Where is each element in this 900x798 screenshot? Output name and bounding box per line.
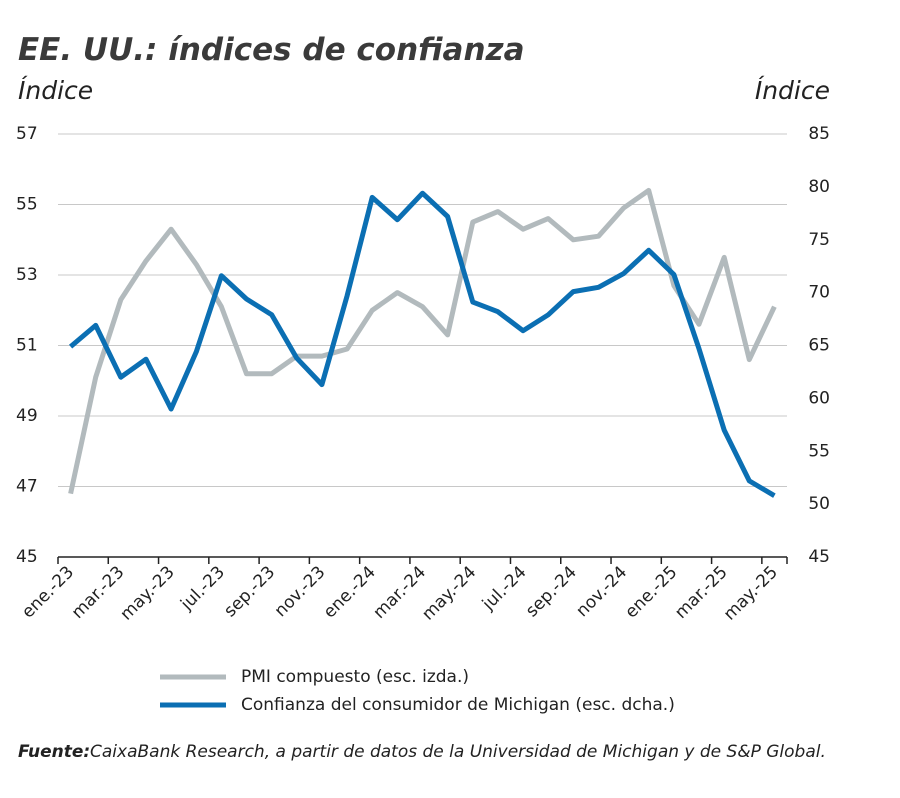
x-tick-label: sep.-23 xyxy=(220,562,279,621)
y2-tick-label: 80 xyxy=(808,177,830,197)
y-tick-label: 51 xyxy=(16,336,38,356)
y2-tick-label: 50 xyxy=(808,494,830,514)
y2-tick-label: 55 xyxy=(808,441,830,461)
x-tick-label: ene.-24 xyxy=(320,562,380,622)
y-axis-label: Índice xyxy=(18,76,93,105)
y2-tick-label: 45 xyxy=(808,547,830,567)
series-line xyxy=(68,190,776,498)
source: CaixaBank Research, a partir de datos de… xyxy=(90,742,826,762)
y2-tick-label: 70 xyxy=(808,283,830,303)
y-tick-label: 57 xyxy=(16,124,38,144)
x-tick-label: ene.-23 xyxy=(18,562,78,622)
y2-tick-label: 65 xyxy=(808,336,830,356)
y-tick-label: 49 xyxy=(16,406,38,426)
y2-tick-label: 75 xyxy=(808,230,830,250)
x-tick-label: nov.-23 xyxy=(271,562,330,621)
y-tick-label: 45 xyxy=(16,547,38,567)
y-tick-label: 53 xyxy=(16,265,38,285)
legend-label: Confianza del consumidor de Michigan (es… xyxy=(241,695,675,715)
y2-tick-label: 60 xyxy=(808,388,830,408)
legend-label: PMI compuesto (esc. izda.) xyxy=(241,667,469,687)
x-tick-label: ene.-25 xyxy=(621,562,681,622)
x-tick-label: nov.-24 xyxy=(572,562,631,621)
chart-title: EE. UU.: índices de confianza xyxy=(18,32,525,68)
y-tick-label: 55 xyxy=(16,195,38,215)
x-tick-label: may.-24 xyxy=(418,562,480,624)
y-tick-label: 47 xyxy=(16,477,38,497)
x-tick-label: may.-25 xyxy=(720,562,782,624)
y2-tick-label: 85 xyxy=(808,124,830,144)
x-tick-label: sep.-24 xyxy=(522,562,581,621)
source-label: Fuente: xyxy=(18,742,90,762)
series-line xyxy=(68,187,777,495)
x-tick-label: may.-23 xyxy=(117,562,179,624)
y2-axis-label: Índice xyxy=(755,76,830,105)
